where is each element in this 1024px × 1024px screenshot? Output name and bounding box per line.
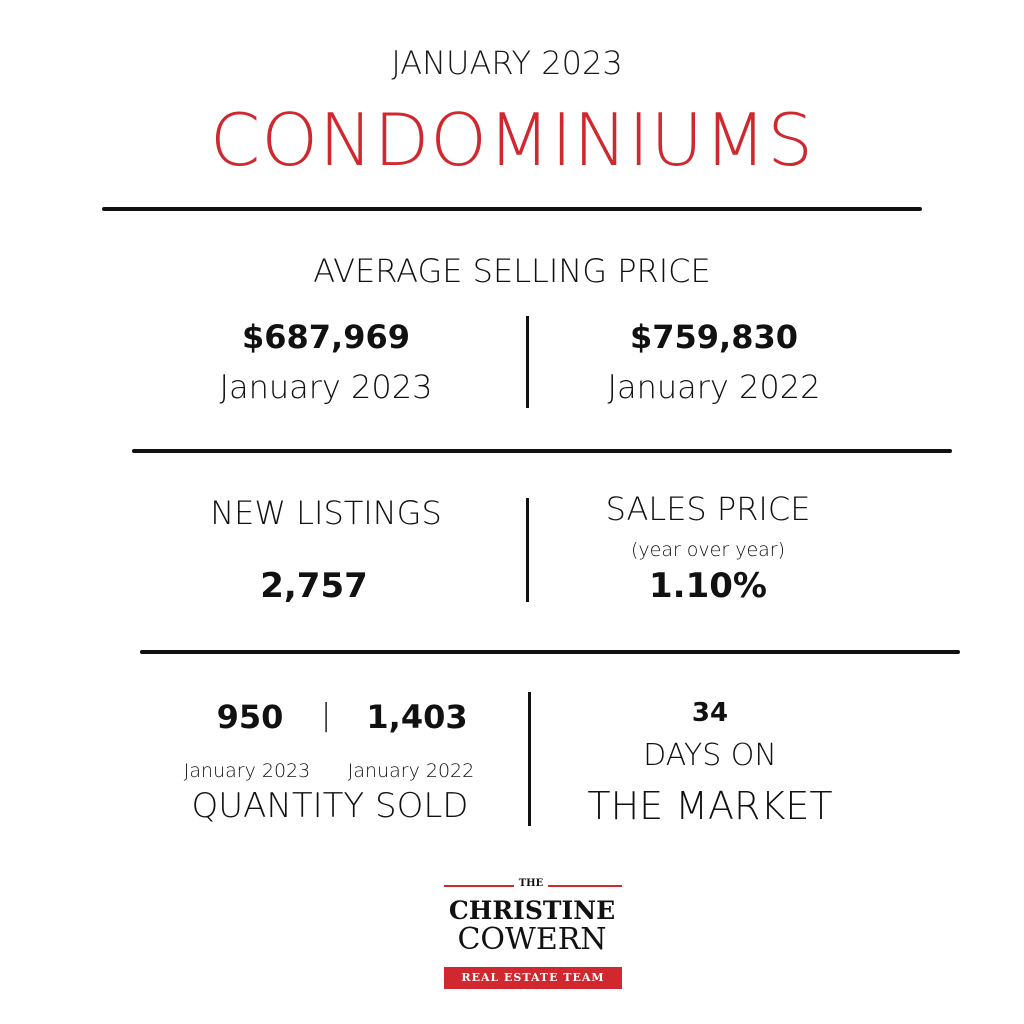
new-listings-value: 2,757 (260, 566, 368, 606)
asp-previous-value: $759,830 (629, 318, 798, 356)
logo-name-line2: COWERN (457, 922, 607, 957)
days-on-market-value: 34 (691, 698, 729, 728)
logo-the: THE (518, 878, 544, 889)
days-on-market-label-line2: THE MARKET (587, 784, 833, 828)
quantity-sold-previous-period: January 2022 (347, 760, 475, 782)
column-divider (526, 316, 529, 408)
column-divider (526, 498, 529, 602)
asp-current-period: January 2023 (219, 368, 433, 406)
category-title: CONDOMINIUMS (210, 98, 814, 182)
column-divider (528, 692, 531, 826)
logo-accent-line (444, 885, 514, 887)
logo-name-line1: CHRISTINE (448, 896, 616, 925)
quantity-sold-previous-value: 1,403 (366, 698, 468, 736)
sales-price-sublabel: (year over year) (630, 539, 786, 561)
logo-tagline: REAL ESTATE TEAM (461, 971, 605, 984)
new-listings-label: NEW LISTINGS (210, 494, 442, 532)
average-selling-price-label: AVERAGE SELLING PRICE (313, 252, 711, 290)
report-month: JANUARY 2023 (391, 44, 623, 82)
divider-rule (102, 207, 922, 211)
sales-price-value: 1.10% (649, 566, 767, 606)
quantity-sold-separator: | (320, 698, 332, 733)
divider-rule (132, 449, 952, 453)
logo-accent-line (548, 885, 622, 887)
asp-previous-period: January 2022 (607, 368, 821, 406)
brand-logo: THE CHRISTINE COWERN REAL ESTATE TEAM (432, 878, 632, 994)
quantity-sold-label: QUANTITY SOLD (191, 786, 469, 826)
days-on-market-label-line1: DAYS ON (643, 738, 777, 773)
quantity-sold-current-period: January 2023 (183, 760, 311, 782)
sales-price-label: SALES PRICE (605, 490, 811, 528)
asp-current-value: $687,969 (241, 318, 410, 356)
quantity-sold-current-value: 950 (216, 698, 284, 736)
divider-rule (140, 650, 960, 654)
logo-tagline-band: REAL ESTATE TEAM (444, 967, 622, 989)
